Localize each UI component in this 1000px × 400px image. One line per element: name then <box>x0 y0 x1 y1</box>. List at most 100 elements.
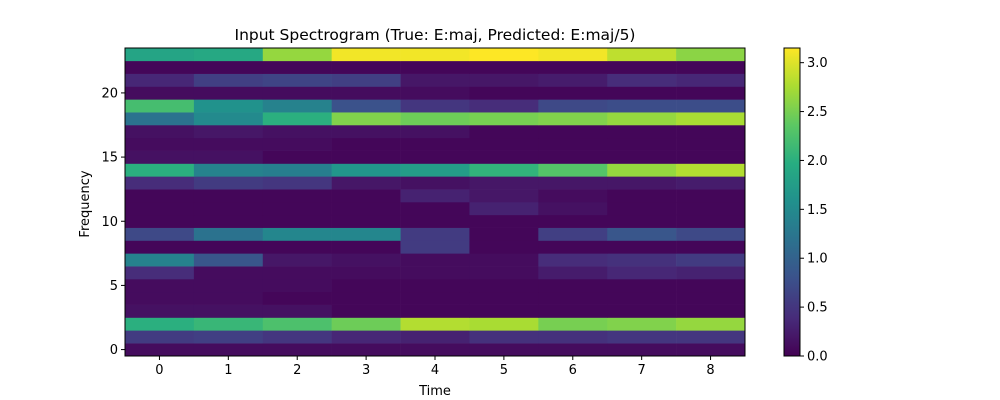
heatmap-cell <box>331 86 401 100</box>
heatmap-cell <box>676 202 746 216</box>
heatmap-cell <box>469 227 539 241</box>
heatmap-cell <box>193 330 264 344</box>
x-tick-label: 4 <box>431 363 439 378</box>
colorbar-tick-label: 2.0 <box>807 154 828 169</box>
heatmap-cell <box>193 176 264 190</box>
heatmap-cell <box>262 60 332 74</box>
heatmap-cell <box>676 99 746 113</box>
heatmap-cell <box>193 86 264 100</box>
heatmap-cell <box>469 304 539 318</box>
heatmap-cell <box>262 291 332 305</box>
heatmap-cell <box>331 137 401 151</box>
heatmap-cell <box>400 240 470 254</box>
y-tick-label: 10 <box>101 215 118 230</box>
heatmap-cell <box>469 266 539 280</box>
heatmap-cell <box>607 60 677 74</box>
heatmap-cell <box>125 202 195 216</box>
heatmap-cell <box>400 99 470 113</box>
heatmap-cell <box>331 330 401 344</box>
heatmap-cell <box>538 291 608 305</box>
heatmap-cell <box>538 48 608 62</box>
y-axis-ticks: 0 5 10 15 20 <box>101 86 125 358</box>
heatmap-cell <box>262 99 332 113</box>
heatmap-cell <box>125 48 195 62</box>
heatmap-cell <box>538 163 608 177</box>
heatmap-cell <box>331 112 401 126</box>
heatmap-cell <box>469 60 539 74</box>
heatmap-cell <box>538 279 608 293</box>
heatmap-cell <box>193 60 264 74</box>
heatmap-cell <box>676 279 746 293</box>
heatmap-cell <box>469 214 539 228</box>
heatmap-cell <box>193 99 264 113</box>
heatmap-cell <box>400 60 470 74</box>
y-tick-label: 0 <box>110 343 118 358</box>
heatmap-cell <box>400 112 470 126</box>
heatmap-cell <box>607 137 677 151</box>
heatmap-cell <box>262 240 332 254</box>
heatmap-cell <box>538 137 608 151</box>
heatmap-cell <box>331 279 401 293</box>
heatmap-cell <box>193 112 264 126</box>
heatmap-cell <box>262 48 332 62</box>
heatmap-cell <box>538 253 608 267</box>
heatmap-cell <box>193 214 264 228</box>
x-tick-label: 7 <box>638 363 646 378</box>
heatmap-cell <box>400 189 470 203</box>
heatmap-cell <box>193 304 264 318</box>
heatmap-cell <box>469 137 539 151</box>
heatmap-cell <box>676 240 746 254</box>
heatmap-cell <box>538 343 608 357</box>
heatmap-cell <box>262 266 332 280</box>
heatmap-cell <box>469 189 539 203</box>
chart-title: Input Spectrogram (True: E:maj, Predicte… <box>235 26 636 44</box>
heatmap-cell <box>125 291 195 305</box>
heatmap-cell <box>676 48 746 62</box>
heatmap-cell <box>607 163 677 177</box>
heatmap-cell <box>125 176 195 190</box>
y-tick-label: 15 <box>101 151 118 166</box>
heatmap-cell <box>262 163 332 177</box>
heatmap-cell <box>193 317 264 331</box>
heatmap-cell <box>469 253 539 267</box>
heatmap-cell <box>125 227 195 241</box>
heatmap-cell <box>125 99 195 113</box>
heatmap-cell <box>607 189 677 203</box>
heatmap-cell <box>538 227 608 241</box>
colorbar-tick-label: 1.5 <box>807 203 828 218</box>
heatmap-cell <box>193 240 264 254</box>
heatmap-cell <box>676 150 746 164</box>
heatmap-cell <box>469 279 539 293</box>
heatmap-cell <box>400 137 470 151</box>
heatmap-cell <box>331 343 401 357</box>
heatmap-cell <box>125 330 195 344</box>
heatmap-cell <box>607 240 677 254</box>
heatmap-cell <box>676 317 746 331</box>
heatmap-cell <box>607 304 677 318</box>
heatmap-cell <box>676 60 746 74</box>
x-axis-ticks: 0 1 2 3 4 5 6 7 8 <box>155 356 715 378</box>
heatmap-cell <box>400 125 470 139</box>
heatmap-cell <box>469 86 539 100</box>
heatmap-cell <box>125 86 195 100</box>
x-tick-label: 3 <box>362 363 370 378</box>
heatmap-cell <box>331 48 401 62</box>
heatmap-cell <box>469 150 539 164</box>
heatmap-cell <box>676 137 746 151</box>
heatmap-cell <box>538 202 608 216</box>
heatmap-cell <box>400 163 470 177</box>
heatmap-cell <box>400 304 470 318</box>
heatmap-cell <box>262 189 332 203</box>
heatmap-cell <box>607 99 677 113</box>
heatmap-cell <box>400 330 470 344</box>
colorbar-tick-label: 0.5 <box>807 301 828 316</box>
heatmap-cell <box>331 291 401 305</box>
heatmap-cell <box>193 266 264 280</box>
heatmap-cell <box>469 73 539 87</box>
colorbar <box>783 47 801 357</box>
heatmap-cell <box>125 304 195 318</box>
heatmap-cell <box>125 60 195 74</box>
y-axis-label: Frequency <box>78 170 93 237</box>
heatmap-cell <box>331 202 401 216</box>
